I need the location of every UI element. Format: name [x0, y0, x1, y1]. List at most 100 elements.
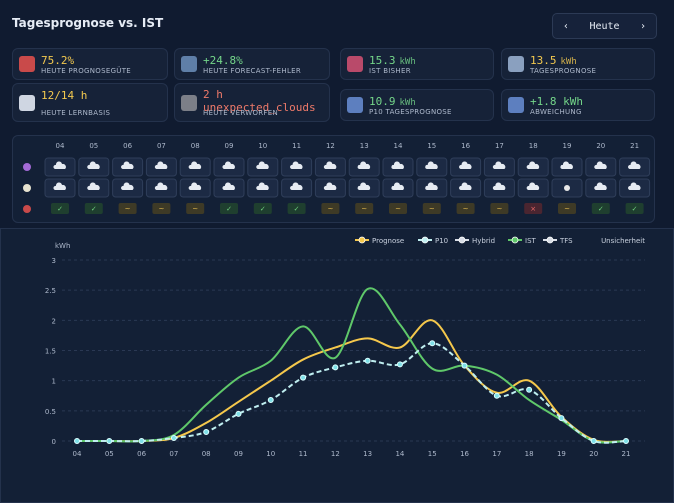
row-icon [23, 184, 31, 192]
card-icon [19, 56, 35, 72]
value-unit: kWh [399, 57, 416, 67]
status: ~ [158, 205, 164, 213]
hour-label: 12 [326, 142, 335, 150]
status: ✓ [632, 205, 638, 213]
y-tick-label: 2 [52, 317, 56, 325]
card-label: HEUTE VERWORFEN [203, 109, 279, 117]
status-cell [490, 203, 509, 214]
status: ✓ [226, 205, 232, 213]
value-text: 12/14 h [41, 89, 88, 102]
stat-card: +1.8 kWh ABWEICHUNG [501, 89, 655, 121]
status: ~ [192, 205, 198, 213]
cloud-icon [290, 161, 303, 169]
status-cell [287, 203, 306, 214]
card-label: IST BISHER [369, 67, 411, 75]
card-icon [347, 97, 363, 113]
cloud-icon [526, 182, 540, 190]
cloud-icon [53, 182, 66, 190]
next-button[interactable]: › [639, 20, 646, 32]
card-value: +24.8% [203, 54, 243, 67]
cloud-icon [188, 161, 202, 169]
cloud-icon [154, 182, 168, 190]
y-axis-label: kWh [55, 242, 70, 250]
point [267, 396, 274, 403]
hour-label: 10 [258, 142, 267, 150]
x-tick-label: 07 [169, 450, 178, 458]
y-tick-label: 1 [52, 378, 56, 386]
hour-label: 06 [123, 142, 132, 150]
cloud-icon [121, 161, 134, 169]
point [106, 438, 113, 444]
point [590, 438, 597, 444]
cloud-icon [425, 161, 438, 169]
x-tick-label: 06 [137, 450, 146, 458]
prev-button[interactable]: ‹ [563, 20, 570, 32]
status-cell [558, 203, 576, 214]
cloud-icon [628, 161, 641, 169]
legend-dot [421, 236, 429, 244]
cloud-icon [290, 182, 303, 190]
hour-label: 18 [529, 142, 538, 150]
x-tick-label: 19 [557, 450, 566, 458]
value-text: 75.2% [41, 54, 75, 67]
stat-card: 10.9 kWh P10 TAGESPROGNOSE [340, 89, 494, 121]
status: ✓ [598, 205, 604, 213]
point [461, 362, 468, 369]
x-tick-label: 18 [525, 450, 534, 458]
cloud-icon [560, 161, 573, 169]
legend-dot [546, 236, 554, 244]
value-text: +24.8% [203, 54, 243, 67]
cloud-icon [594, 161, 607, 169]
x-tick-label: 04 [73, 450, 82, 458]
legend-label: IST [525, 237, 537, 245]
hour-label: 05 [89, 142, 98, 150]
status-cell [456, 203, 475, 214]
status: ✓ [294, 205, 300, 213]
point [396, 361, 403, 368]
cloud-icon [87, 182, 100, 190]
sun-icon [564, 185, 570, 191]
cloud-icon [256, 182, 269, 190]
card-icon [19, 94, 35, 111]
value-text: 15.3 [369, 54, 396, 67]
x-tick-label: 11 [299, 450, 308, 458]
point [364, 357, 371, 364]
hour-label: 09 [225, 142, 234, 150]
cloud-icon [391, 182, 404, 190]
legend-label: TFS [559, 237, 573, 245]
value-unit: kWh [399, 98, 416, 108]
cloud-icon [526, 161, 540, 169]
hour-panel: 04 ✓ 05 ✓ 06 ~07 ~08 ~09 ✓ 10 ✓ 11 ✓ 12 ~13 ~14 ~15 ~16 ~1… [12, 135, 655, 223]
cloud-icon [87, 161, 100, 169]
point [558, 415, 565, 422]
chart: kWh Unsicherheit 0 0.5 1 1.5 2 2.5 3 04 05 06 07 08 09… [45, 236, 645, 458]
x-tick-label: 20 [589, 450, 598, 458]
hour-label: 21 [630, 142, 639, 150]
cloud-icon [357, 161, 371, 169]
value-text: 2 h [203, 88, 223, 101]
x-tick-label: 17 [492, 450, 501, 458]
status-cell [355, 203, 374, 214]
status-cell [51, 203, 69, 214]
card-label: HEUTE PROGNOSEGÜTE [41, 67, 132, 75]
legend-dot [511, 236, 519, 244]
point [429, 340, 436, 347]
status: ~ [327, 205, 333, 213]
stat-card: 15.3 kWh IST BISHER [340, 48, 494, 80]
status: ~ [125, 205, 131, 213]
hour-label: 16 [461, 142, 470, 150]
hour-label: 13 [360, 142, 369, 150]
card-value: 15.3 kWh [369, 54, 416, 67]
row-icon [23, 163, 31, 171]
card-value: 10.9 kWh [369, 95, 416, 108]
x-tick-label: 21 [622, 450, 631, 458]
card-icon [347, 56, 363, 72]
card-label: TAGESPROGNOSE [530, 67, 597, 75]
card-label: ABWEICHUNG [530, 108, 582, 116]
status-cell [84, 203, 103, 214]
cloud-icon [492, 161, 506, 169]
card-icon [181, 56, 197, 72]
card-icon [181, 94, 197, 111]
card-value: 75.2% [41, 54, 74, 67]
